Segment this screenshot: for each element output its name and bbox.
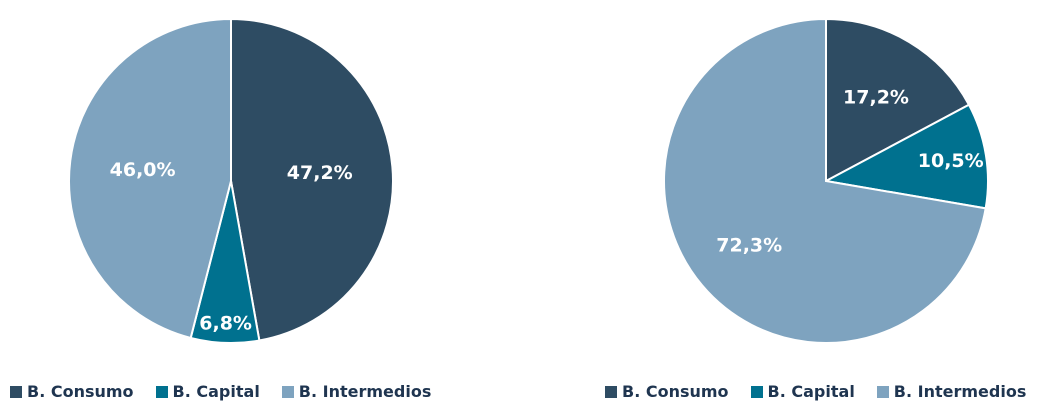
legend-label-capital: B. Capital <box>767 382 855 401</box>
pie-slice-intermedios <box>663 17 987 344</box>
legend-swatch-intermedios <box>281 385 294 398</box>
data-label-capital: 6,8% <box>199 312 252 334</box>
pie-slice-consumo <box>825 17 971 183</box>
pie-slice-consumo <box>230 17 394 342</box>
legend-right: B. Consumo B. Capital B. Intermedios <box>605 382 1048 401</box>
legend-swatch-capital <box>155 385 168 398</box>
legend-swatch-intermedios <box>876 385 889 398</box>
legend-swatch-consumo <box>10 385 22 398</box>
data-label-intermedios: 46,0% <box>110 159 176 181</box>
legend-label-intermedios: B. Intermedios <box>893 382 1027 401</box>
data-label-consumo: 17,2% <box>843 87 909 109</box>
pie-right-svg: 17,2% 10,5% 72,3% <box>663 17 989 344</box>
legend-swatch-capital <box>750 385 763 398</box>
legend-left: B. Consumo B. Capital B. Intermedios <box>10 382 453 401</box>
legend-label-capital: B. Capital <box>172 382 260 401</box>
data-label-capital: 10,5% <box>918 150 984 172</box>
data-label-intermedios: 72,3% <box>716 235 782 257</box>
pie-left-svg: 47,2% 6,8% 46,0% <box>68 17 394 344</box>
legend-item-consumo: B. Consumo <box>10 382 134 401</box>
pie-slice-capital <box>822 103 989 210</box>
pie-chart-left: 47,2% 6,8% 46,0% B. Consumo B. Capital B. … <box>0 0 500 404</box>
pie-chart-right: 17,2% 10,5% 72,3% B. Consumo B. Capital B.… <box>580 0 1057 404</box>
legend-item-intermedios: B. Intermedios <box>281 382 432 401</box>
legend-swatch-consumo <box>605 385 617 398</box>
legend-item-consumo: B. Consumo <box>605 382 729 401</box>
legend-item-intermedios: B. Intermedios <box>876 382 1027 401</box>
legend-item-capital: B. Capital <box>155 382 260 401</box>
legend-label-intermedios: B. Intermedios <box>298 382 432 401</box>
data-label-consumo: 47,2% <box>287 162 353 184</box>
pie-slice-intermedios <box>68 17 232 340</box>
legend-item-capital: B. Capital <box>750 382 855 401</box>
legend-label-consumo: B. Consumo <box>622 382 729 401</box>
legend-label-consumo: B. Consumo <box>27 382 134 401</box>
